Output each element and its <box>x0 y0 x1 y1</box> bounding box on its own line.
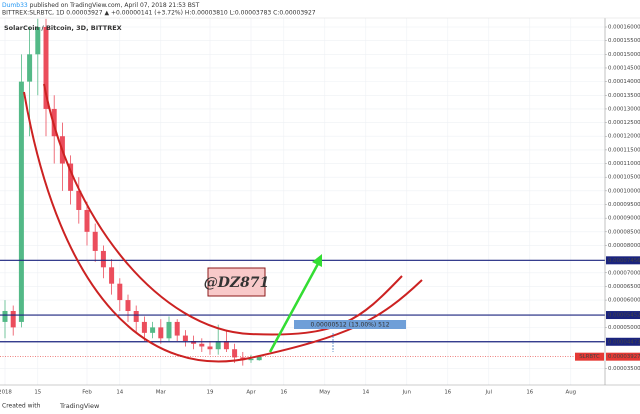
candle-body <box>76 190 82 210</box>
x-tick-label: 19 <box>207 390 214 396</box>
x-tick-label: Jul <box>485 390 493 396</box>
measure-box <box>294 320 406 329</box>
footer-text: Created with <box>2 403 41 410</box>
footer-brand[interactable]: TradingView <box>59 402 100 410</box>
candle-body <box>125 300 131 311</box>
y-tick-label: 0.00010000 <box>608 188 640 194</box>
y-tick-label: 0.00015000 <box>608 52 640 58</box>
candle-body <box>158 327 164 339</box>
y-tick-label: 0.00011000 <box>608 161 640 167</box>
candle-body <box>109 267 115 284</box>
candle-body <box>84 209 90 232</box>
y-tick-label: 0.00005000 <box>608 325 640 331</box>
x-tick-label: 16 <box>444 390 451 396</box>
y-tick-label: 0.00013000 <box>608 106 640 112</box>
candle-body <box>207 346 213 350</box>
price-label-box <box>606 256 640 265</box>
y-tick-label: 0.00012000 <box>608 134 640 140</box>
y-tick-label: 0.00003500 <box>608 366 640 372</box>
symbol-box <box>575 352 604 361</box>
y-tick-label: 0.00015500 <box>608 38 640 44</box>
y-tick-label: 0.00014000 <box>608 79 640 85</box>
candle-body <box>174 321 180 336</box>
price-label: 0.00007456 <box>608 258 640 264</box>
candle-body <box>43 27 49 109</box>
symbol-line: BITTREX:SLRBTC, 1D 0.00003927 ▲ +0.00000… <box>2 10 316 17</box>
x-tick-label: Mar <box>156 390 167 396</box>
candle-body <box>215 341 221 350</box>
candle-body <box>35 27 41 55</box>
candle-body <box>92 231 98 251</box>
y-tick-label: 0.00006500 <box>608 284 640 290</box>
arrow <box>268 261 321 353</box>
candle-body <box>248 358 254 361</box>
x-tick-label: 15 <box>34 390 41 396</box>
candle-body <box>150 327 156 333</box>
arrow-head <box>312 254 322 267</box>
y-tick-label: 0.00006000 <box>608 298 640 304</box>
drawn-curve <box>43 83 403 336</box>
x-tick-label: 2018 <box>0 390 12 396</box>
x-tick-label: May <box>319 390 331 396</box>
x-tick-label: 16 <box>526 390 533 396</box>
candle-body <box>141 321 147 333</box>
last-price-label: 0.00003927 <box>608 354 640 360</box>
candle-body <box>232 349 238 358</box>
last-price-box <box>606 352 640 361</box>
candle-body <box>2 310 8 322</box>
y-tick-label: 0.00008500 <box>608 229 640 235</box>
y-tick-label: 0.00007000 <box>608 270 640 276</box>
published: published on TradingView.com, April 07, … <box>28 2 200 9</box>
candle-body <box>199 343 205 347</box>
plot-area <box>0 18 605 385</box>
candle-body <box>223 341 229 350</box>
y-tick-label: 0.00008000 <box>608 243 640 249</box>
x-tick-label: Aug <box>566 390 577 396</box>
header-line: Dumb33 published on TradingView.com, Apr… <box>2 2 200 9</box>
drawn-curve <box>23 91 423 363</box>
measure-label: 0.00000512 (13.00%) 512 <box>310 321 389 328</box>
price-label: 0.00005452 <box>608 313 640 319</box>
x-tick-label: 14 <box>116 390 123 396</box>
candle-body <box>166 321 172 339</box>
price-label-box <box>606 337 640 346</box>
author[interactable]: Dumb33 <box>2 2 28 9</box>
candle-body <box>182 335 188 342</box>
y-tick-label: 0.00009500 <box>608 202 640 208</box>
annotation: @DZ871 <box>204 275 270 291</box>
price-label: 0.00004473 <box>608 339 640 345</box>
y-tick-label: 0.00009000 <box>608 216 640 222</box>
x-tick-label: Apr <box>246 390 256 396</box>
x-tick-label: 14 <box>362 390 369 396</box>
candle-body <box>191 341 197 344</box>
candle-body <box>18 81 24 322</box>
annotation-box <box>207 267 266 297</box>
candle-body <box>100 250 106 268</box>
price-label-box <box>606 311 640 320</box>
candle-body <box>27 54 33 82</box>
y-tick-label: 0.00014500 <box>608 65 640 71</box>
candle-body <box>256 356 262 361</box>
y-tick-label: 0.00011500 <box>608 147 640 153</box>
chart-title: SolarCoin / Bitcoin, 3D, BITTREX <box>4 24 122 32</box>
y-tick-label: 0.00013500 <box>608 93 640 99</box>
candle-body <box>133 310 139 322</box>
x-tick-label: 16 <box>280 390 287 396</box>
y-tick-label: 0.00012500 <box>608 120 640 126</box>
candle-body <box>10 310 16 328</box>
x-tick-label: Feb <box>82 390 92 396</box>
candle-body <box>117 283 123 301</box>
x-tick-label: Jun <box>402 390 411 396</box>
candle-body <box>68 163 74 191</box>
y-tick-label: 0.00016000 <box>608 25 640 31</box>
symbol-label: SLRBTC <box>579 354 600 360</box>
y-tick-label: 0.00010500 <box>608 175 640 181</box>
